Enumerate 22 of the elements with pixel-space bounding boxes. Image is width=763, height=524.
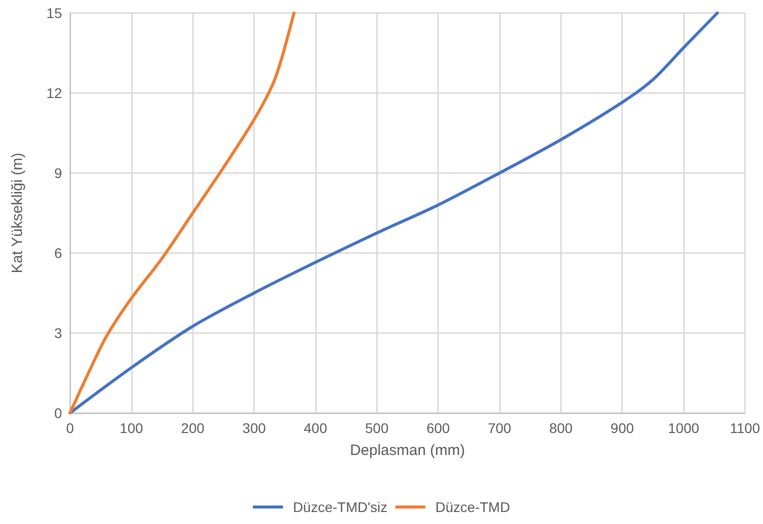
x-tick-label: 1000 — [668, 420, 700, 436]
x-tick-label: 900 — [610, 420, 634, 436]
x-tick-label: 200 — [181, 420, 205, 436]
x-tick-label: 700 — [488, 420, 512, 436]
legend-label: Düzce-TMD'siz — [292, 499, 388, 515]
x-tick-label: 300 — [242, 420, 266, 436]
y-tick-label: 15 — [46, 5, 62, 21]
x-tick-label: 800 — [549, 420, 573, 436]
x-tick-label: 400 — [304, 420, 328, 436]
y-tick-label: 3 — [54, 325, 62, 341]
y-tick-label: 9 — [54, 165, 62, 181]
x-axis-title: Deplasman (mm) — [350, 442, 465, 459]
x-tick-label: 500 — [365, 420, 389, 436]
y-tick-label: 0 — [54, 405, 62, 421]
y-tick-label: 12 — [46, 85, 62, 101]
y-tick-label: 6 — [54, 245, 62, 261]
x-tick-label: 600 — [426, 420, 450, 436]
x-tick-label: 0 — [66, 420, 74, 436]
y-axis-title: Kat Yüksekliği (m) — [9, 152, 26, 274]
x-tick-label: 1100 — [730, 420, 760, 436]
legend-label: Düzce-TMD — [435, 499, 510, 515]
x-tick-label: 100 — [120, 420, 144, 436]
